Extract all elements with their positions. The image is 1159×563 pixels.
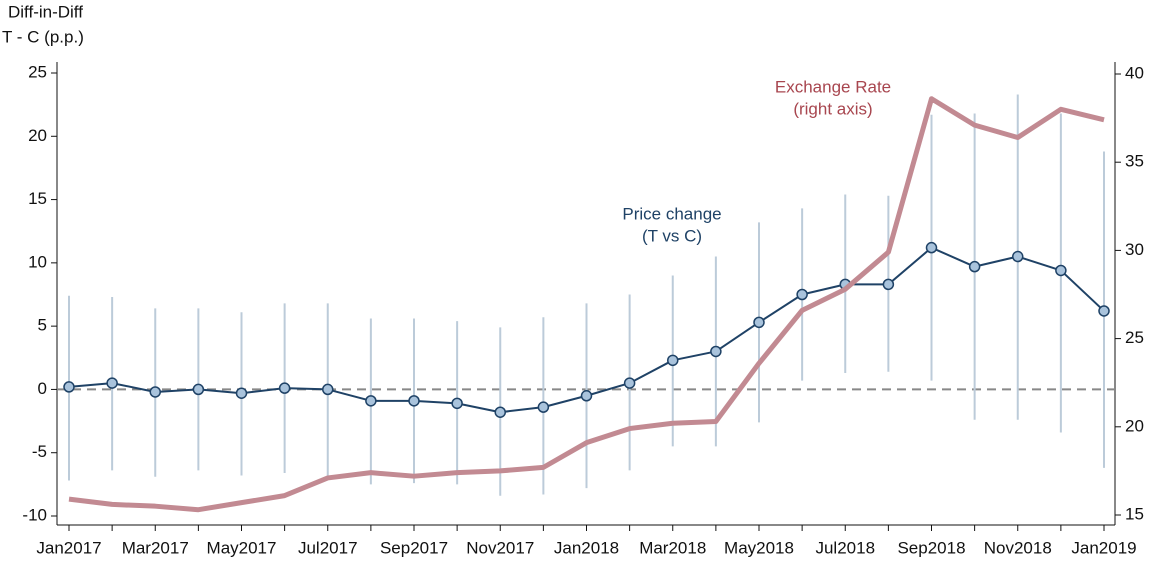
x-tick-label: Nov2018	[984, 538, 1052, 557]
x-tick-label: Sep2018	[897, 538, 965, 557]
y-tick-label: 15	[28, 189, 47, 208]
marker	[753, 316, 765, 329]
x-tick-label: May2018	[724, 538, 794, 557]
y-axis-title: T - C (p.p.)	[2, 27, 84, 46]
series-label: Price change	[622, 204, 721, 223]
y2-tick-label: 40	[1125, 63, 1144, 82]
marker	[667, 354, 679, 367]
y-tick-label: 5	[38, 316, 47, 335]
y2-tick-label: 20	[1125, 416, 1144, 435]
x-tick-label: Jan2019	[1071, 538, 1136, 557]
x-tick-label: May2017	[207, 538, 277, 557]
y-axis-title: Diff-in-Diff	[8, 2, 83, 21]
marker	[925, 241, 938, 254]
x-tick-label: Mar2018	[639, 538, 706, 557]
marker	[580, 390, 593, 402]
marker	[365, 395, 377, 407]
x-tick-label: Nov2017	[466, 538, 534, 557]
x-tick-label: Mar2017	[122, 538, 189, 557]
marker	[322, 383, 334, 396]
marker	[1055, 264, 1067, 277]
x-tick-label: Jan2017	[36, 538, 101, 557]
marker	[1012, 250, 1024, 263]
marker	[106, 377, 118, 389]
marker	[278, 382, 291, 394]
marker	[537, 401, 550, 413]
y2-tick-label: 30	[1125, 240, 1144, 259]
exchange-line	[68, 96, 1105, 513]
x-tick-label: Jul2017	[298, 538, 358, 557]
marker	[968, 260, 981, 273]
y-tick-label: -5	[32, 442, 47, 461]
marker	[63, 381, 75, 393]
x-tick-label: Sep2017	[380, 538, 448, 557]
marker	[149, 386, 161, 398]
y-tick-label: 25	[28, 62, 47, 81]
x-tick-label: Jul2018	[815, 538, 875, 557]
series-label: (right axis)	[793, 99, 872, 118]
y-tick-label: -10	[22, 505, 47, 524]
x-tick-label: Jan2018	[554, 538, 619, 557]
marker	[882, 278, 895, 291]
marker	[235, 387, 248, 399]
y2-tick-label: 35	[1125, 152, 1144, 171]
marker	[451, 397, 463, 410]
y-tick-label: 10	[28, 252, 47, 271]
marker	[494, 406, 506, 418]
y2-tick-label: 25	[1125, 328, 1144, 347]
marker	[1098, 305, 1110, 317]
series-label: Exchange Rate	[775, 77, 891, 96]
y-tick-label: 0	[38, 379, 47, 398]
series-label: (T vs C)	[642, 226, 702, 245]
marker	[710, 345, 722, 358]
marker	[623, 377, 636, 389]
y2-tick-label: 15	[1125, 504, 1144, 523]
marker	[408, 395, 420, 407]
marker	[192, 383, 205, 396]
marker	[796, 288, 808, 301]
y-tick-label: 20	[28, 126, 47, 145]
